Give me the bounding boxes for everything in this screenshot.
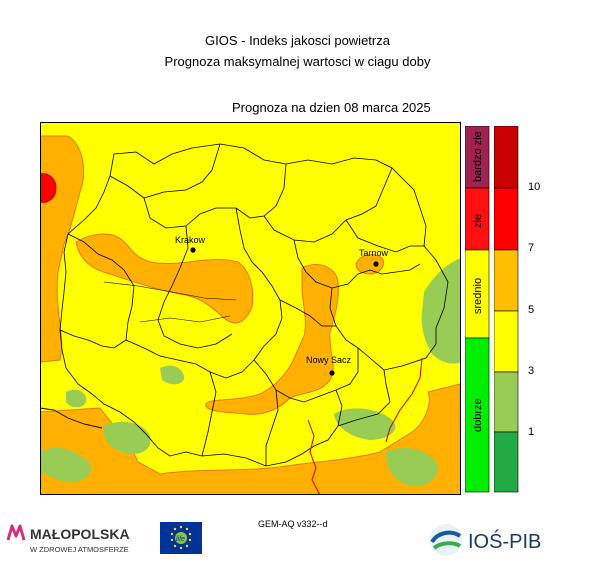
- city-dot: [329, 370, 335, 376]
- legend-srednio: [465, 249, 490, 339]
- national-border-south: [307, 419, 321, 495]
- red-zone: [40, 173, 57, 203]
- scale-step-5: [494, 371, 519, 433]
- national-border-east: [385, 357, 423, 443]
- city-dot: [190, 247, 196, 253]
- scale-step-6: [494, 431, 519, 493]
- scale-step-1: [494, 126, 519, 189]
- scale-step-3: [494, 249, 519, 312]
- district-boundaries: [59, 143, 449, 467]
- model-version: GEM-AQ v332--d: [258, 519, 328, 529]
- scale-step-4: [494, 310, 519, 373]
- green-zones: [40, 258, 461, 486]
- scale-step-2: [494, 187, 519, 251]
- scale-value: 5: [528, 304, 535, 316]
- eu-stars-icon: life: [170, 525, 192, 550]
- chart-title: GIOS - Indeks jakosci powietrza: [205, 33, 390, 48]
- city-label: Krakow: [175, 235, 206, 245]
- ios-pib-name: IOŚ-PIB: [468, 529, 541, 553]
- scale-value: 7: [528, 242, 535, 254]
- city-nowy-sacz: Nowy Sacz: [306, 355, 352, 376]
- scale-value: 10: [528, 181, 541, 193]
- legend-zle: [465, 187, 490, 251]
- chart-subtitle: Prognoza maksymalnej wartosci w ciagu do…: [164, 54, 431, 69]
- legend-label-srednio: srednio: [472, 278, 484, 314]
- malopolska-mark-icon: [6, 524, 26, 541]
- malopolska-tagline: W ZDROWEJ ATMOSFERZE: [30, 545, 129, 554]
- legend-label-bardzo-zle: bardzo złe: [472, 131, 484, 182]
- city-dot: [373, 261, 379, 267]
- value-scale: [494, 126, 519, 493]
- forecast-map: Krakow Tarnow Nowy Sacz: [40, 122, 461, 495]
- legend-label-zle: złe: [472, 214, 484, 228]
- legend-dobrze: [465, 337, 490, 493]
- ios-pib-logo: IOŚ-PIB: [430, 524, 541, 556]
- national-border-west: [40, 407, 103, 429]
- eu-life-text: life: [176, 536, 185, 543]
- city-krakow: Krakow: [175, 235, 206, 253]
- forecast-date-label: Prognoza na dzien 08 marca 2025: [232, 100, 431, 115]
- map-frame: [40, 122, 461, 495]
- city-tarnow: Tarnow: [359, 248, 389, 267]
- legend-bardzo-zle: [465, 126, 490, 189]
- malopolska-name: MAŁOPOLSKA: [30, 526, 130, 542]
- city-label: Nowy Sacz: [306, 355, 352, 365]
- category-legend: bardzo złe złe srednio dobrze: [465, 126, 490, 493]
- city-label: Tarnow: [359, 248, 389, 258]
- eu-life-logo: life: [160, 522, 202, 554]
- inner-roads: [103, 281, 237, 323]
- malopolska-logo: MAŁOPOLSKA W ZDROWEJ ATMOSFERZE: [6, 524, 130, 554]
- city-markers: Krakow Tarnow Nowy Sacz: [175, 235, 389, 376]
- orange-zones: [40, 135, 461, 495]
- legend-label-dobrze: dobrze: [472, 398, 484, 432]
- scale-value: 3: [528, 365, 535, 377]
- scale-value: 1: [528, 426, 535, 438]
